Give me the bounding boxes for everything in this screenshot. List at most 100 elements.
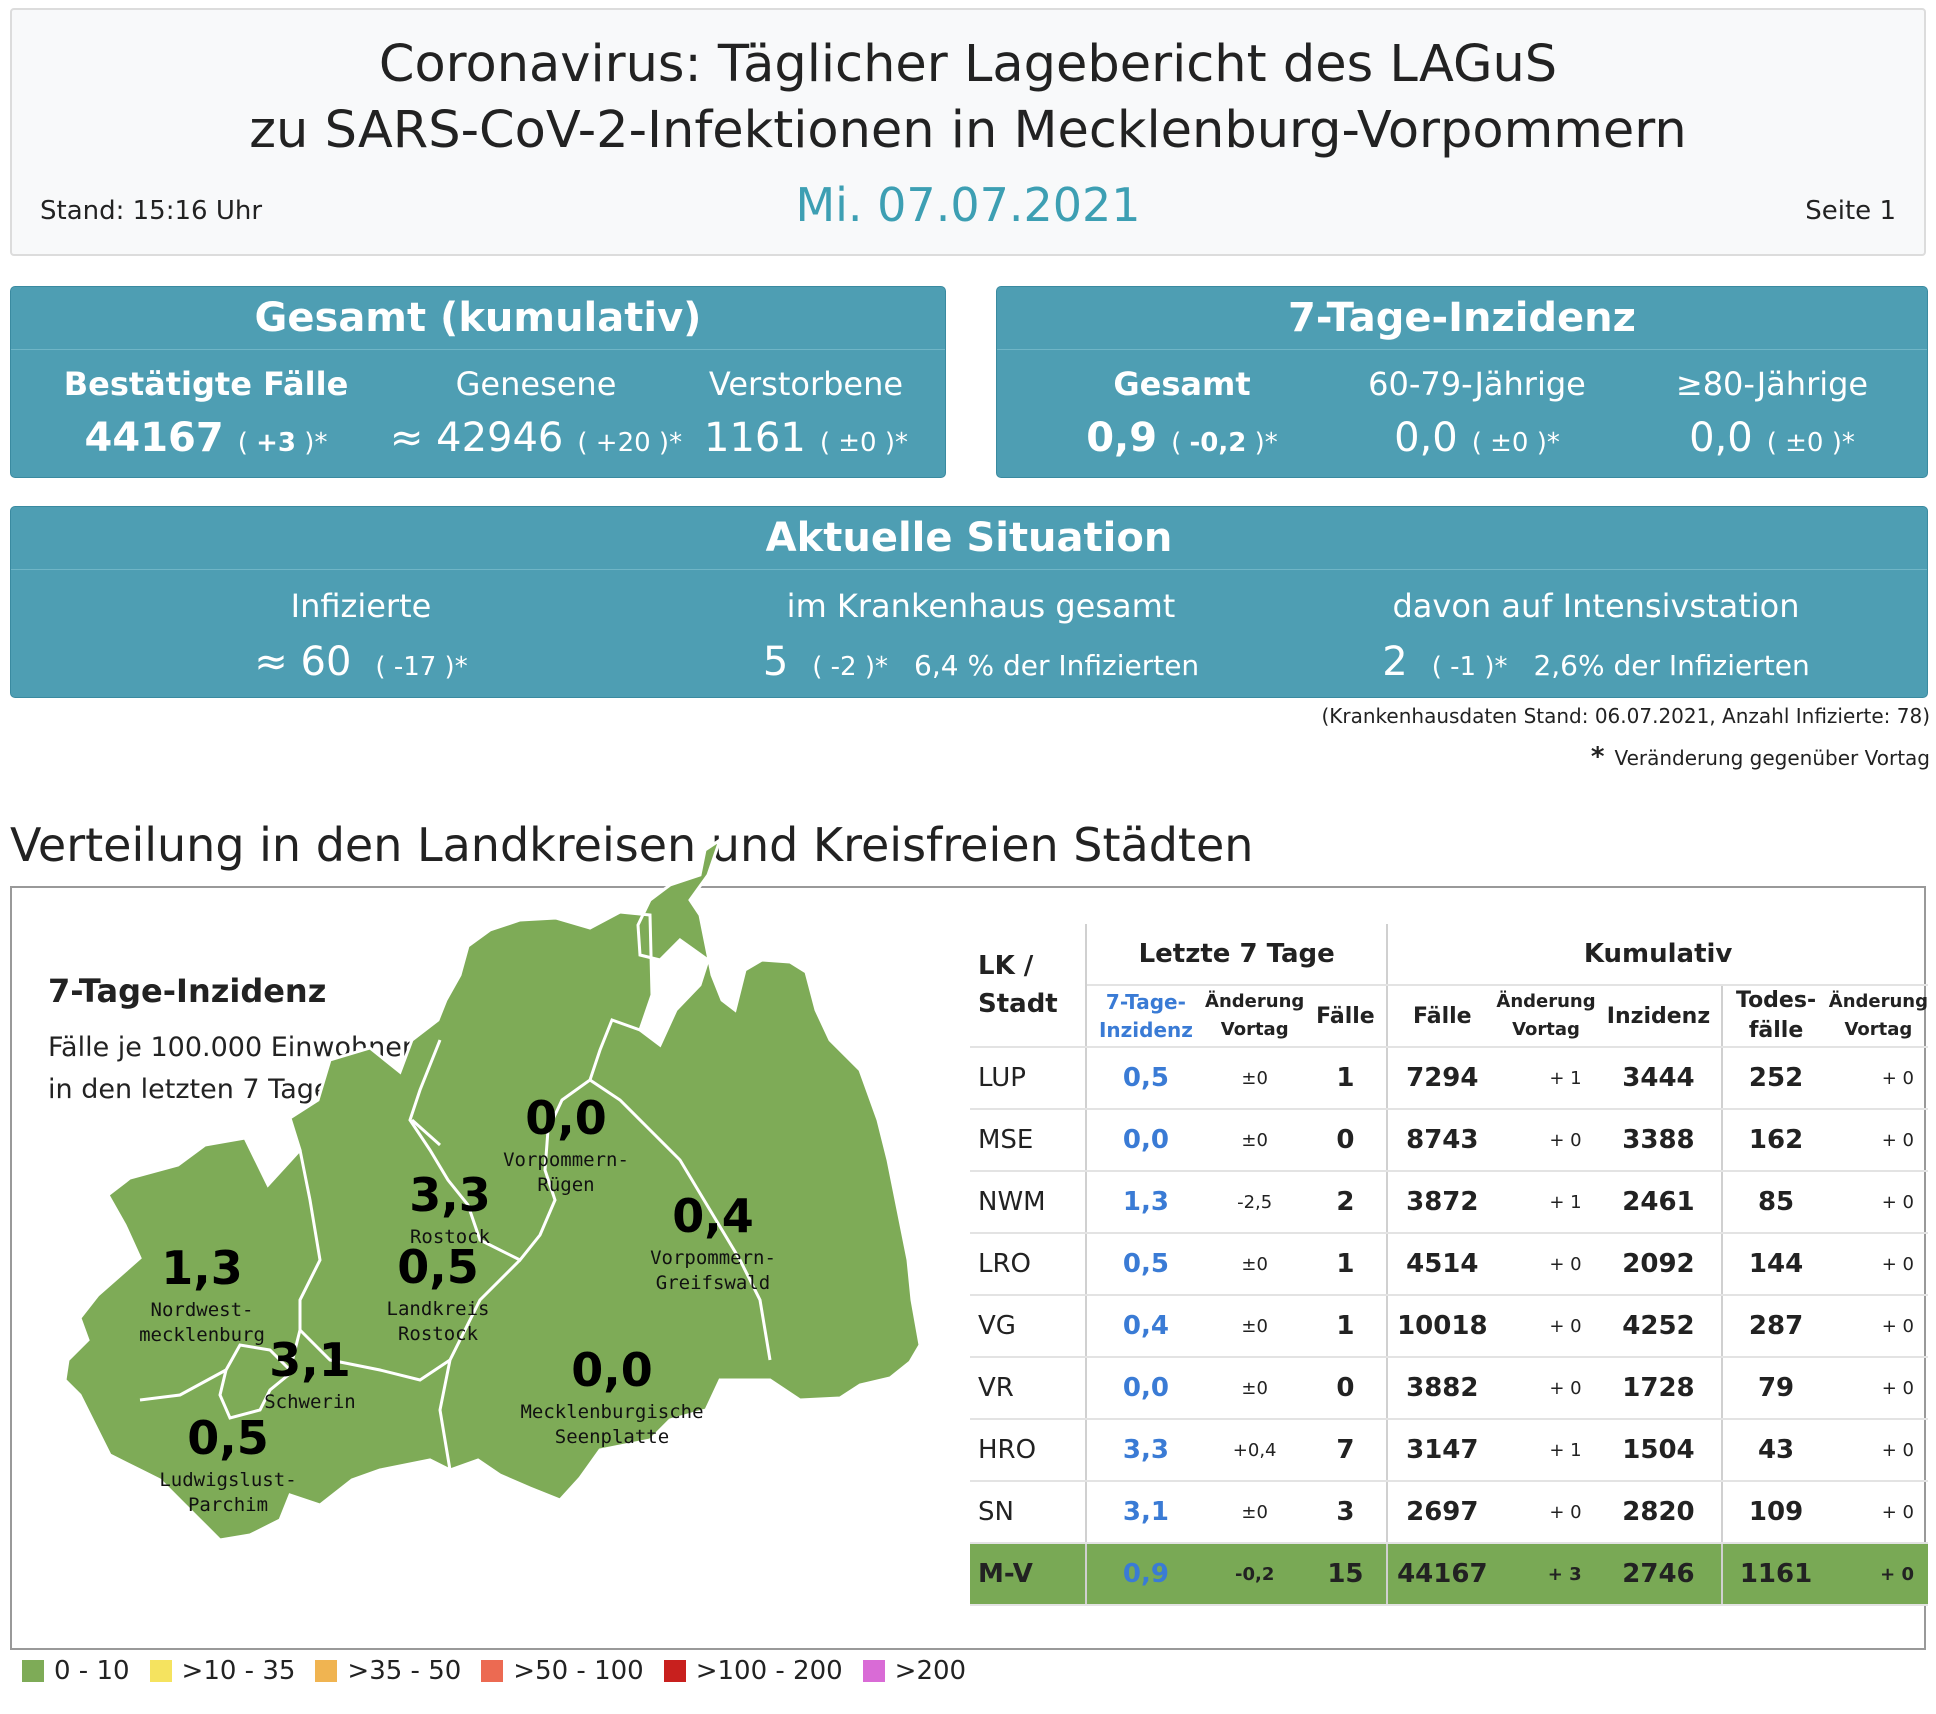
col-aend-line1: Änderung (1205, 991, 1305, 1012)
map-region-name: Mecklenburgische (520, 1401, 703, 1423)
aktuelle-situation-panel: Aktuelle Situation Infizierte ≈ 60 ( -17 … (10, 506, 1928, 698)
map-value-label: 0,0 (571, 1343, 653, 1397)
col-lk-line2: Stadt (978, 989, 1058, 1019)
krankenhaus: im Krankenhaus gesamt 5 ( -2 )* 6,4 % der … (671, 587, 1291, 685)
inzidenz-80-change: ( ±0 )* (1766, 428, 1855, 458)
cell-lk: LUP (970, 1047, 1088, 1110)
col-tod-line1: Todes- (1735, 988, 1817, 1013)
cell-inzidenz: 1728 (1595, 1357, 1724, 1420)
col-aend-line1: Änderung (1496, 991, 1596, 1012)
cell-faelle: 10018 (1387, 1295, 1497, 1358)
map-region-name: Rostock (398, 1323, 479, 1345)
col-aend-line2: Vortag (1844, 1019, 1913, 1040)
cell-lk: M-V (970, 1543, 1088, 1606)
district-table: LK / Stadt Letzte 7 Tage Kumulativ 7-Tage… (970, 924, 1928, 1606)
cell-todesfaelle: 43 (1722, 1419, 1829, 1482)
cell-aenderung-tod: + 0 (1828, 1419, 1928, 1482)
cell-aenderung-tod: + 0 (1828, 1357, 1928, 1420)
map-region-name: mecklenburg (139, 1324, 265, 1346)
map-region-name: Ludwigslust- (159, 1469, 296, 1491)
cell-todesfaelle: 85 (1722, 1171, 1829, 1234)
table-row: LUP 0,5 ±0 1 7294 + 1 3444 252 + 0 (970, 1047, 1928, 1110)
legend-swatch (22, 1660, 44, 1682)
cell-faelle-7: 2 (1304, 1171, 1389, 1234)
map-region-name: Greifswald (656, 1272, 770, 1294)
report-date: Mi. 07.07.2021 (795, 178, 1141, 232)
inzidenz-panel: 7-Tage-Inzidenz Gesamt 0,9 ( -0,2 )* 60-7… (996, 286, 1928, 478)
star-mark: * (1590, 742, 1605, 772)
krankenhaus-note: (Krankenhausdaten Stand: 06.07.2021, Anz… (1321, 704, 1930, 728)
map-value-label: 0,5 (397, 1240, 479, 1294)
table-row: NWM 1,3 -2,5 2 3872 + 1 2461 85 + 0 (970, 1171, 1928, 1234)
legend-label: >50 - 100 (513, 1656, 644, 1686)
cell-faelle: 3147 (1387, 1419, 1497, 1482)
cell-lk: VR (970, 1357, 1088, 1420)
veraenderung-note: * Veränderung gegenüber Vortag (1591, 742, 1930, 772)
map-region-name: Schwerin (264, 1391, 356, 1413)
inzidenz-gesamt-value: 0,9 (1086, 415, 1158, 461)
bestaetigte-label: Bestätigte Fälle (63, 365, 349, 403)
col-aend-line2: Vortag (1220, 1019, 1289, 1040)
col-aenderung-3: Änderung Vortag (1828, 985, 1928, 1048)
legend-label: 0 - 10 (54, 1656, 130, 1686)
inzidenz-80: ≥80-Jährige 0,0 ( ±0 )* (1627, 365, 1917, 461)
cell-faelle-7: 0 (1304, 1357, 1389, 1420)
cell-aenderung-tod: + 0 (1828, 1481, 1928, 1544)
cell-todesfaelle: 1161 (1722, 1543, 1829, 1606)
inzidenz-gesamt: Gesamt 0,9 ( -0,2 )* (1037, 365, 1327, 461)
cell-inzidenz: 4252 (1595, 1295, 1724, 1358)
table-row: VG 0,4 ±0 1 10018 + 0 4252 287 + 0 (970, 1295, 1928, 1358)
cell-faelle: 3872 (1387, 1171, 1497, 1234)
map-region-name: Vorpommern- (650, 1247, 776, 1269)
verstorbene-label: Verstorbene (708, 365, 904, 403)
col-inz-line2: Inzidenz (1098, 1018, 1193, 1042)
cell-inzidenz-7: 0,0 (1086, 1109, 1205, 1172)
cell-lk: MSE (970, 1109, 1088, 1172)
cell-faelle: 4514 (1387, 1233, 1497, 1296)
cell-aenderung-tod: + 0 (1828, 1543, 1928, 1606)
col-aend-line2: Vortag (1512, 1019, 1580, 1040)
cell-lk: LRO (970, 1233, 1088, 1296)
cell-faelle-7: 1 (1304, 1233, 1389, 1296)
inzidenz-60-79-value: 0,0 (1394, 415, 1458, 461)
inzidenz-title: 7-Tage-Inzidenz (997, 287, 1927, 350)
cell-aenderung-faelle: + 0 (1496, 1233, 1596, 1296)
inzidenz-80-label: ≥80-Jährige (1675, 365, 1869, 403)
report-stand: Stand: 15:16 Uhr (40, 196, 263, 226)
map-outline (63, 836, 922, 1542)
inzidenz-gesamt-change: -0,2 (1189, 428, 1247, 458)
intensivstation: davon auf Intensivstation 2 ( -1 )* 2,6% d… (1281, 587, 1911, 685)
bestaetigte-faelle: Bestätigte Fälle 44167 ( +3 )* (11, 365, 401, 461)
section-title: Verteilung in den Landkreisen und Kreisf… (10, 818, 1254, 872)
cell-lk: VG (970, 1295, 1088, 1358)
report-title-line1: Coronavirus: Täglicher Lagebericht des L… (378, 35, 1558, 94)
map-region-name: Seenplatte (555, 1426, 669, 1448)
change-close: )* (1246, 428, 1278, 458)
cell-faelle: 3882 (1387, 1357, 1497, 1420)
bestaetigte-value: 44167 (84, 415, 224, 461)
map-region-name: Parchim (188, 1494, 268, 1516)
change-close: )* (296, 428, 328, 458)
infizierte-label: Infizierte (290, 587, 432, 625)
bestaetigte-change: +3 (256, 428, 297, 458)
cell-inzidenz: 2746 (1595, 1543, 1724, 1606)
krankenhaus-percent: 6,4 % der Infizierten (914, 649, 1200, 682)
cell-todesfaelle: 144 (1722, 1233, 1829, 1296)
aktuelle-situation-title: Aktuelle Situation (11, 507, 1927, 570)
legend-label: >100 - 200 (695, 1656, 843, 1686)
cell-inzidenz-7: 0,4 (1086, 1295, 1205, 1358)
district-borders (139, 1018, 772, 1471)
krankenhaus-value: 5 (762, 639, 789, 685)
map-region-name: Nordwest- (151, 1299, 254, 1321)
legend-item: >100 - 200 (663, 1656, 843, 1686)
col-letzte-7-tage: Letzte 7 Tage (1086, 924, 1389, 986)
verstorbene: Verstorbene 1161 ( ±0 )* (671, 365, 941, 461)
cell-todesfaelle: 162 (1722, 1109, 1829, 1172)
map-value-label: 0,0 (525, 1091, 607, 1145)
intensiv-change: ( -1 )* (1431, 652, 1508, 682)
col-aend-line1: Änderung (1828, 991, 1928, 1012)
genesene-label: Genesene (455, 365, 617, 403)
legend-swatch (862, 1660, 885, 1682)
change-open: ( (1171, 428, 1190, 458)
cell-aenderung-7: -0,2 (1204, 1543, 1305, 1606)
